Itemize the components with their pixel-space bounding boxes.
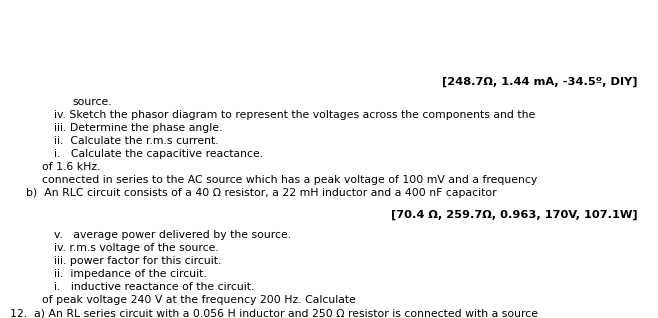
Text: b)  An RLC circuit consists of a 40 Ω resistor, a 22 mH inductor and a 400 nF ca: b) An RLC circuit consists of a 40 Ω res… <box>26 188 497 198</box>
Text: iii. Determine the phase angle.: iii. Determine the phase angle. <box>54 123 222 133</box>
Text: v.   average power delivered by the source.: v. average power delivered by the source… <box>54 230 291 240</box>
Text: ii.  Calculate the r.m.s current.: ii. Calculate the r.m.s current. <box>54 136 218 146</box>
Text: ii.  impedance of the circuit.: ii. impedance of the circuit. <box>54 269 207 279</box>
Text: of peak voltage 240 V at the frequency 200 Hz. Calculate: of peak voltage 240 V at the frequency 2… <box>42 295 356 305</box>
Text: of 1.6 kHz.: of 1.6 kHz. <box>42 162 101 172</box>
Text: iv. Sketch the phasor diagram to represent the voltages across the components an: iv. Sketch the phasor diagram to represe… <box>54 110 535 120</box>
Text: source.: source. <box>72 97 112 107</box>
Text: 12.  a) An RL series circuit with a 0.056 H inductor and 250 Ω resistor is conne: 12. a) An RL series circuit with a 0.056… <box>10 308 538 318</box>
Text: [70.4 Ω, 259.7Ω, 0.963, 170V, 107.1W]: [70.4 Ω, 259.7Ω, 0.963, 170V, 107.1W] <box>392 210 638 220</box>
Text: i.   inductive reactance of the circuit.: i. inductive reactance of the circuit. <box>54 282 255 292</box>
Text: i.   Calculate the capacitive reactance.: i. Calculate the capacitive reactance. <box>54 149 263 159</box>
Text: iii. power factor for this circuit.: iii. power factor for this circuit. <box>54 256 221 266</box>
Text: [248.7Ω, 1.44 mA, -34.5º, DIY]: [248.7Ω, 1.44 mA, -34.5º, DIY] <box>442 77 638 87</box>
Text: iv. r.m.s voltage of the source.: iv. r.m.s voltage of the source. <box>54 243 218 253</box>
Text: connected in series to the AC source which has a peak voltage of 100 mV and a fr: connected in series to the AC source whi… <box>42 175 537 185</box>
